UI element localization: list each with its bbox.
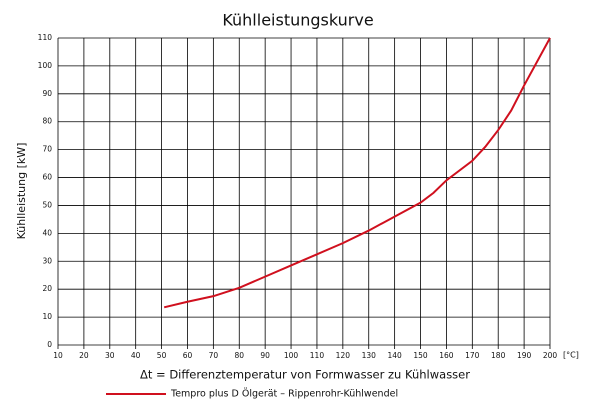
y-tick-label: 80 bbox=[42, 117, 52, 126]
y-tick-label: 70 bbox=[42, 145, 52, 154]
x-tick-label: 70 bbox=[209, 351, 219, 360]
x-tick-label: 170 bbox=[465, 351, 480, 360]
y-tick-label: 0 bbox=[47, 340, 52, 349]
x-tick-label: 190 bbox=[517, 351, 532, 360]
x-unit: [°C] bbox=[563, 351, 579, 360]
y-tick-label: 40 bbox=[42, 228, 52, 237]
y-tick-label: 60 bbox=[42, 173, 52, 182]
data-line bbox=[163, 37, 551, 309]
y-tick-label: 10 bbox=[42, 312, 52, 321]
y-tick-label: 110 bbox=[38, 33, 53, 42]
x-tick-label: 130 bbox=[362, 351, 377, 360]
y-tick-label: 90 bbox=[42, 89, 52, 98]
x-tick-label: 180 bbox=[491, 351, 506, 360]
chart-title: Kühlleistungskurve bbox=[222, 11, 373, 30]
x-tick-label: 40 bbox=[131, 351, 141, 360]
x-tick-label: 10 bbox=[53, 351, 63, 360]
x-axis-label: Δt = Differenztemperatur von Formwasser … bbox=[140, 368, 470, 382]
y-tick-label: 50 bbox=[42, 200, 52, 209]
x-tick-label: 140 bbox=[387, 351, 402, 360]
y-tick-label: 20 bbox=[42, 284, 52, 293]
x-tick-label: 90 bbox=[260, 351, 270, 360]
x-tick-label: 120 bbox=[336, 351, 351, 360]
x-tick-label: 60 bbox=[183, 351, 193, 360]
x-tick-label: 50 bbox=[157, 351, 167, 360]
x-tick-label: 150 bbox=[413, 351, 428, 360]
x-tick-label: 160 bbox=[439, 351, 454, 360]
y-tick-label: 100 bbox=[38, 61, 53, 70]
x-tick-label: 110 bbox=[310, 351, 325, 360]
legend-label: Tempro plus D Ölgerät – Rippenrohr-Kühlw… bbox=[170, 389, 398, 400]
y-axis-label: Kühlleistung [kW] bbox=[15, 143, 28, 240]
y-tick-label: 30 bbox=[42, 256, 52, 265]
x-tick-label: 100 bbox=[284, 351, 299, 360]
x-tick-label: 30 bbox=[105, 351, 115, 360]
x-tick-label: 20 bbox=[79, 351, 89, 360]
x-tick-label: 200 bbox=[543, 351, 558, 360]
x-tick-label: 80 bbox=[234, 351, 244, 360]
